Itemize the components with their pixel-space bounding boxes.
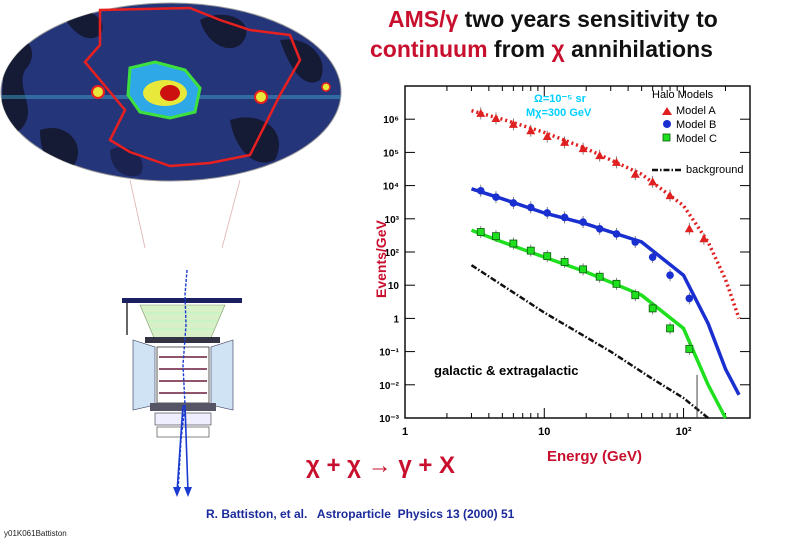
point-model-a xyxy=(578,144,588,153)
y-tick-label: 10⁻² xyxy=(379,381,399,392)
ams-detector-diagram xyxy=(122,269,242,497)
point-model-c xyxy=(476,228,485,236)
y-tick-label: 10⁴ xyxy=(383,182,399,193)
y-tick-label: 10² xyxy=(385,248,400,259)
legend-title: Halo Models xyxy=(652,89,714,101)
y-tick-label: 10⁶ xyxy=(383,115,399,126)
neutralino-mass-label: Mχ=300 GeV xyxy=(526,107,592,119)
point-model-c xyxy=(612,279,621,288)
detector-top-plate xyxy=(122,298,242,303)
annihilation-equation: χ + χ → γ + X xyxy=(306,452,456,479)
y-tick-label: 10⁻³ xyxy=(379,414,399,425)
point-model-c xyxy=(579,265,587,274)
point-model-b xyxy=(595,224,604,233)
point-model-b xyxy=(526,203,535,212)
point-model-c xyxy=(648,304,657,313)
calorimeter xyxy=(156,426,210,438)
y-tick-label: 10⁵ xyxy=(383,148,399,159)
point-model-c xyxy=(685,345,694,353)
point-model-b xyxy=(666,271,674,280)
point-model-a xyxy=(648,177,658,186)
point-model-a xyxy=(699,234,709,243)
left-cryo-magnet xyxy=(132,339,156,411)
point-model-b xyxy=(543,209,552,217)
point-model-a xyxy=(542,132,552,141)
point-model-b xyxy=(560,213,569,222)
point-model-a xyxy=(630,169,640,178)
point-model-b xyxy=(476,186,485,195)
trd-section xyxy=(139,304,226,341)
x-tick-label: 10² xyxy=(676,426,692,438)
point-model-b xyxy=(579,218,587,226)
gamma-symbol: γ xyxy=(445,6,459,32)
x-tick-label: 10 xyxy=(538,426,550,438)
point-model-a xyxy=(611,157,621,166)
y-axis-label: Events/GeV xyxy=(373,220,389,298)
point-model-a xyxy=(665,191,675,200)
x-tick-label: 1 xyxy=(402,426,408,438)
point-model-c xyxy=(666,324,674,333)
right-cryo-magnet xyxy=(210,339,234,411)
point-model-c xyxy=(526,246,535,255)
point-model-b xyxy=(612,230,621,238)
curve-model-a xyxy=(471,109,741,319)
legend-label-model-b: Model B xyxy=(676,119,716,131)
point-model-b xyxy=(492,193,500,201)
slide-title-line-2: continuum from χ annihilations xyxy=(370,36,713,62)
slide-id-footnote: y01K061Battiston xyxy=(4,529,67,538)
legend-marker-model-c xyxy=(662,133,671,142)
y-tick-label: 1 xyxy=(393,314,399,325)
point-model-b xyxy=(631,238,640,246)
chart-series xyxy=(470,107,741,419)
x-axis-label: Energy (GeV) xyxy=(547,448,642,465)
legend-marker-model-b xyxy=(663,120,671,128)
point-model-c xyxy=(631,291,640,300)
point-model-a xyxy=(560,137,570,146)
point-model-a xyxy=(684,224,694,233)
slide-title-line-1: AMS/γ two years sensitivity to xyxy=(388,6,718,32)
galactic-sky-map xyxy=(0,2,342,249)
point-model-a xyxy=(526,126,536,135)
point-model-c xyxy=(543,252,552,261)
point-model-b xyxy=(509,199,518,207)
legend-marker-model-a xyxy=(662,107,672,115)
halo-model-sensitivity-chart: 1 10 10² 10⁻³ 10⁻² 10⁻¹ 1 10 10² 10³ 10⁴ 10⁵ 10⁶ Ω=1… xyxy=(373,85,751,465)
point-model-c xyxy=(560,258,569,266)
point-model-a xyxy=(508,119,518,128)
legend-label-model-a: Model A xyxy=(676,105,716,117)
incoming-gamma-track xyxy=(177,269,188,493)
info-box: Ω=10⁻⁵ sr Mχ=300 GeV xyxy=(526,93,592,119)
tof-upper xyxy=(145,337,220,343)
legend: Halo Models Model A Model B Model C back… xyxy=(652,89,744,176)
plot-frame xyxy=(404,85,751,419)
point-model-c xyxy=(492,232,500,241)
y-tick-label: 10³ xyxy=(385,215,400,226)
point-model-c xyxy=(509,239,518,248)
legend-label-background: background xyxy=(686,164,744,176)
axes: 1 10 10² 10⁻³ 10⁻² 10⁻¹ 1 10 10² 10³ 10⁴ 10⁵ 10⁶ xyxy=(379,86,751,438)
chi-symbol: χ xyxy=(551,36,565,62)
sensitivity-contour-outer xyxy=(83,6,302,168)
point-model-b xyxy=(648,253,657,261)
paper-reference: R. Battiston, et al. Astroparticle Physi… xyxy=(206,507,515,521)
point-model-a xyxy=(491,113,501,122)
point-model-b xyxy=(685,294,694,303)
solid-angle-label: Ω=10⁻⁵ sr xyxy=(534,93,587,105)
legend-label-model-c: Model C xyxy=(676,133,717,145)
point-model-a xyxy=(595,151,605,160)
point-model-c xyxy=(595,272,604,281)
galactic-annotation: galactic & extragalactic xyxy=(434,363,579,378)
point-model-a xyxy=(476,108,486,117)
y-tick-label: 10⁻¹ xyxy=(379,348,399,359)
y-tick-label: 10 xyxy=(388,281,400,292)
curve-background xyxy=(470,264,709,419)
